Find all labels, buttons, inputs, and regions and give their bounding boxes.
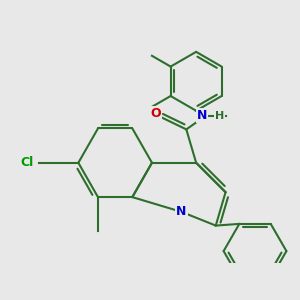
- Text: Cl: Cl: [21, 156, 34, 169]
- Text: H: H: [215, 111, 224, 121]
- Text: O: O: [151, 107, 161, 120]
- Text: N: N: [176, 205, 187, 218]
- Text: N: N: [197, 109, 207, 122]
